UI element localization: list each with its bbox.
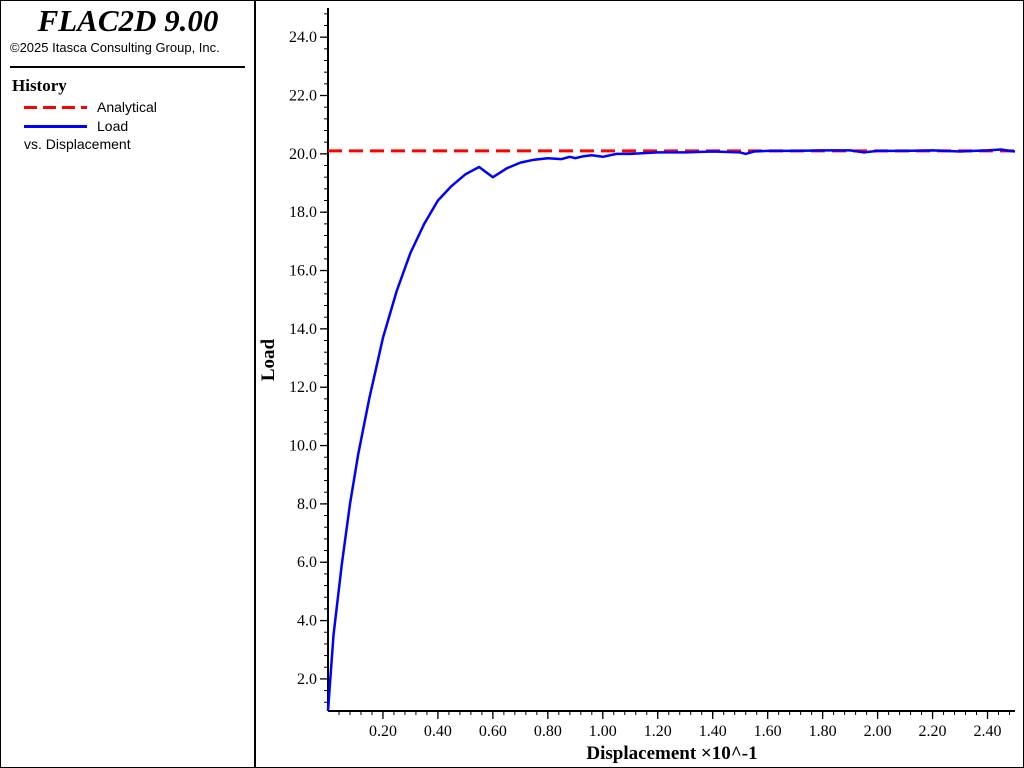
legend-panel: FLAC2D 9.00 ©2025 Itasca Consulting Grou… [0,0,256,768]
app-title: FLAC2D 9.00 [37,3,219,38]
x-tick-label: 0.20 [369,723,397,740]
series-load-line [326,148,1016,712]
x-tick-label: 2.40 [974,723,1002,740]
legend-label-analytical: Analytical [97,99,157,115]
x-axis-title-text: Displacement [586,743,701,764]
y-tick-label: 2.0 [297,671,317,688]
y-tick-label: 22.0 [289,88,317,105]
y-tick-label: 8.0 [297,496,317,513]
x-tick-label: 1.20 [644,723,672,740]
x-tick-label: 0.40 [424,723,452,740]
y-axis-title: Load [258,338,279,381]
x-tick-label: 0.60 [479,723,507,740]
legend-label-load: Load [97,118,129,134]
x-tick-label: 2.00 [864,723,892,740]
y-tick-label: 20.0 [289,146,317,163]
y-tick-label: 18.0 [289,204,317,221]
vs-displacement-label: vs. Displacement [24,136,131,152]
legend-swatch-analytical [24,105,87,109]
legend-swatch-load [24,124,87,128]
title-divider [10,66,245,68]
x-tick-label: 1.40 [699,723,727,740]
legend-item-load: Load [24,117,128,135]
legend-item-analytical: Analytical [24,98,157,116]
x-tick-label: 0.80 [534,723,562,740]
y-tick-label: 6.0 [297,554,317,571]
y-tick-label: 10.0 [289,438,317,455]
history-heading: History [12,76,67,95]
x-tick-label: 1.80 [809,723,837,740]
x-tick-label: 2.20 [919,723,947,740]
y-tick-label: 24.0 [289,29,317,46]
x-axis-title: Displacement ×10^-1 [586,743,757,764]
y-tick-label: 4.0 [297,613,317,630]
y-tick-label: 14.0 [289,321,317,338]
copyright-text: ©2025 Itasca Consulting Group, Inc. [10,40,220,55]
y-tick-label: 12.0 [289,379,317,396]
x-axis-exponent: ×10^-1 [701,743,758,764]
x-tick-label: 1.60 [754,723,782,740]
y-tick-label: 16.0 [289,263,317,280]
x-tick-label: 1.00 [589,723,617,740]
